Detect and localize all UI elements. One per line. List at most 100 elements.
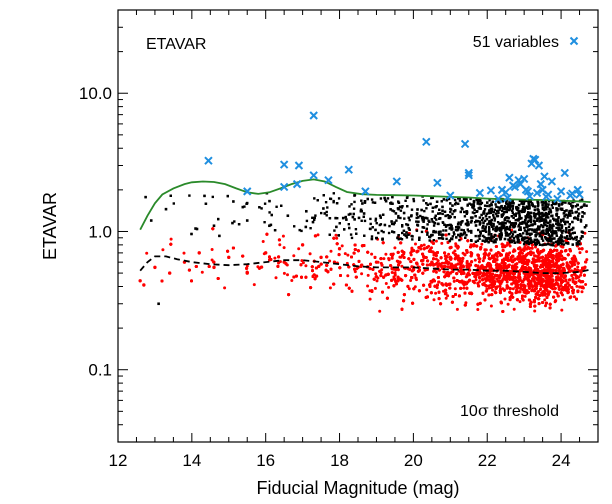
red-point [360,272,364,276]
red-point [410,269,414,273]
red-point [494,245,498,248]
red-point [409,253,413,257]
red-point [523,294,527,298]
red-point [521,251,524,255]
red-point [487,254,490,257]
red-point [478,280,482,283]
red-point [484,289,488,293]
red-point [518,251,522,255]
red-point [161,248,165,252]
red-point [464,301,468,305]
red-point [422,243,426,247]
red-point [565,261,569,265]
red-point [436,251,439,254]
red-point [432,298,436,302]
red-point [409,260,413,264]
red-point [434,239,438,243]
red-point [553,290,556,294]
red-point [540,280,544,284]
red-point [508,287,512,291]
red-point [402,293,406,297]
red-point [495,252,499,256]
red-point [527,246,531,250]
red-point [308,252,312,256]
black-point [323,212,327,215]
red-point [468,268,472,272]
red-point [245,264,249,268]
red-point [412,287,416,291]
red-point [300,243,305,247]
red-point [584,283,588,286]
red-point [396,275,400,279]
red-point [566,281,570,285]
red-point [538,293,542,297]
red-point [483,255,487,259]
red-point [465,265,469,269]
red-point [521,298,525,302]
red-point [407,287,411,291]
red-point [518,260,521,264]
red-point [476,264,480,268]
red-point [332,282,336,286]
red-point [425,246,429,250]
red-point [527,284,531,288]
red-point [562,276,566,280]
red-point [526,251,530,255]
red-point [515,262,519,266]
red-point [274,276,278,280]
red-point [511,278,515,281]
red-point [223,286,227,290]
red-point [328,286,332,290]
red-point [450,270,454,274]
red-point [451,295,455,298]
red-point [570,257,574,261]
red-point [268,255,271,259]
red-point [357,259,361,263]
red-point [564,249,568,252]
red-point [194,265,198,268]
red-point [382,257,386,261]
red-point [317,264,321,268]
red-point [529,300,533,304]
red-point [346,253,350,257]
red-point [578,251,582,255]
red-point [458,257,462,261]
red-point [442,270,446,274]
red-point [407,257,411,261]
red-point [523,275,527,279]
red-point [561,286,565,289]
red-point [373,255,377,259]
red-point [511,272,515,276]
red-point [465,259,469,263]
red-point [437,297,441,301]
red-point [483,298,487,302]
red-point [475,244,479,248]
red-point [396,279,400,283]
red-point [499,271,503,275]
red-point [437,280,441,284]
red-point [440,261,444,265]
red-point [508,251,512,255]
red-point [534,245,537,249]
red-point [394,282,398,286]
red-point [448,286,452,290]
red-point [419,244,423,248]
red-point [533,254,537,258]
red-point [410,276,414,280]
red-point [524,290,528,294]
red-point [329,267,333,271]
red-point [445,283,449,287]
red-point [353,270,357,274]
red-point [463,303,467,307]
red-point [304,264,308,268]
red-point [319,255,323,260]
red-point [524,272,528,276]
red-point [480,242,484,246]
red-point [470,260,474,264]
red-point [569,260,572,264]
red-point [566,253,570,257]
red-point [463,291,467,295]
red-point [585,250,589,254]
red-point [557,278,561,282]
red-point [530,289,534,293]
